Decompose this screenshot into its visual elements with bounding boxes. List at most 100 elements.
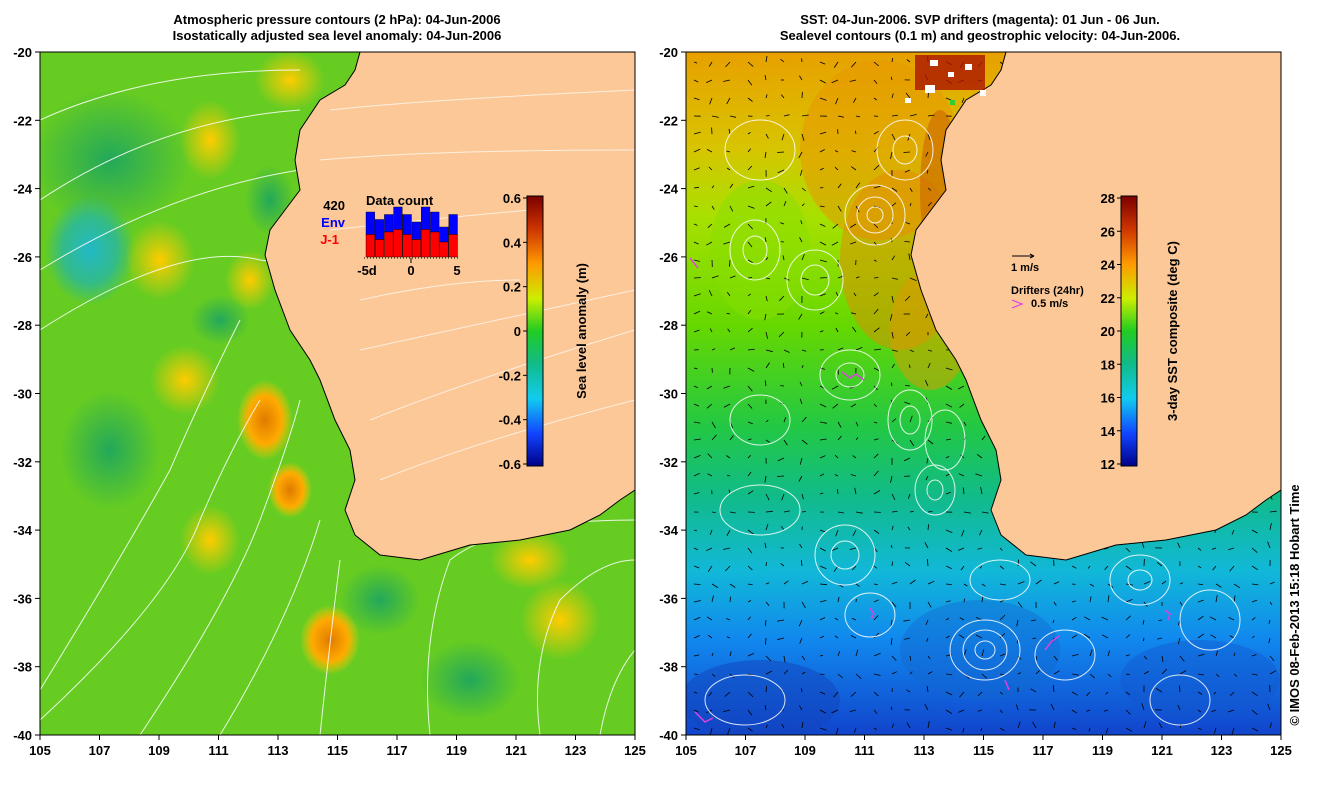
velocity-arrow [694, 674, 698, 675]
inset-env-bar [403, 215, 412, 235]
inset-env-label: Env [321, 215, 346, 230]
velocity-arrow [777, 476, 784, 477]
velocity-arrow [730, 260, 731, 267]
credit-text: © IMOS 08-Feb-2013 15:18 Hobart Time [1287, 484, 1302, 725]
x-tick-label: 117 [1033, 743, 1054, 758]
y-tick-label: -28 [659, 318, 678, 333]
x-tick-label: 113 [268, 743, 289, 758]
x-tick-label: 109 [794, 743, 816, 758]
colorbar-tick-label: -0.6 [499, 457, 521, 472]
y-tick-label: -24 [13, 182, 33, 197]
y-tick-label: -36 [659, 591, 678, 606]
y-tick-label: -40 [659, 728, 678, 743]
colorbar-tick-label: 0.2 [503, 280, 521, 295]
velocity-arrow [904, 152, 911, 153]
x-tick-label: 111 [208, 743, 228, 758]
y-tick-label: -30 [13, 387, 32, 402]
drifters-legend-title: Drifters (24hr) [1011, 285, 1084, 297]
x-tick-label: 115 [327, 743, 348, 758]
right-colorbar-label: 3-day SST composite (deg C) [1165, 241, 1180, 421]
velocity-scale-label: 1 m/s [1011, 262, 1039, 274]
y-tick-label: -38 [13, 660, 32, 675]
y-tick-label: -40 [13, 728, 32, 743]
inset-j1-bar [412, 240, 421, 258]
inset-xtick-left: -5d [357, 263, 377, 278]
drifters-scale-label: 0.5 m/s [1031, 298, 1068, 310]
velocity-arrow [838, 489, 839, 494]
inset-env-bar [366, 212, 375, 235]
velocity-arrow [1180, 686, 1181, 692]
colorbar-tick-label: -0.2 [499, 368, 521, 383]
colorbar-tick-label: 14 [1101, 424, 1116, 439]
velocity-arrow [892, 562, 893, 567]
y-tick-label: -36 [13, 591, 32, 606]
velocity-arrow [910, 365, 911, 368]
inset-j1-bar [366, 235, 375, 258]
inset-env-bar [449, 215, 458, 235]
colorbar-tick-label: 0.4 [503, 235, 522, 250]
colorbar-tick-label: 24 [1101, 258, 1116, 273]
colorbar-tick-label: 16 [1101, 391, 1115, 406]
inset-j1-bar [394, 230, 403, 258]
inset-j1-bar [403, 235, 412, 258]
x-tick-label: 121 [1151, 743, 1173, 758]
inset-xtick-right: 5 [453, 263, 460, 278]
colorbar-tick-label: 12 [1101, 457, 1115, 472]
y-tick-label: -20 [659, 45, 678, 60]
x-tick-label: 107 [89, 743, 111, 758]
x-tick-label: 115 [973, 743, 994, 758]
velocity-arrow [766, 638, 767, 645]
colorbar-tick-label: 18 [1101, 357, 1115, 372]
x-tick-label: 123 [1211, 743, 1233, 758]
colorbar-tick-label: 26 [1101, 224, 1115, 239]
x-tick-label: 119 [1092, 743, 1113, 758]
y-tick-label: -26 [13, 250, 32, 265]
y-tick-label: -22 [13, 113, 32, 128]
inset-env-bar [440, 227, 449, 242]
x-tick-label: 119 [446, 743, 467, 758]
right-map-panel: SST: 04-Jun-2006. SVP drifters (magenta)… [659, 12, 1292, 758]
y-tick-label: -20 [13, 45, 32, 60]
inset-j1-bar [384, 232, 393, 257]
colorbar-tick-label: 0.6 [503, 191, 521, 206]
velocity-arrow [820, 188, 823, 189]
y-tick-label: -22 [659, 113, 678, 128]
right-title-line2: Sealevel contours (0.1 m) and geostrophi… [780, 28, 1180, 43]
inset-env-bar [430, 212, 439, 232]
inset-xtick-mid: 0 [407, 263, 414, 278]
inset-j1-bar [421, 230, 430, 258]
colorbar-tick-label: 28 [1101, 191, 1115, 206]
y-tick-label: -28 [13, 318, 32, 333]
y-tick-label: -34 [13, 523, 33, 538]
inset-env-bar [412, 222, 421, 240]
x-tick-label: 113 [914, 743, 935, 758]
right-colorbar-ramp [1121, 196, 1137, 466]
x-tick-label: 107 [735, 743, 757, 758]
colorbar-tick-label: 22 [1101, 291, 1115, 306]
inset-env-bar [384, 215, 393, 233]
y-tick-label: -30 [659, 387, 678, 402]
inset-env-bar [375, 220, 384, 240]
x-tick-label: 105 [29, 743, 51, 758]
inset-j1-bar [430, 232, 439, 257]
x-tick-label: 121 [505, 743, 527, 758]
velocity-arrow [874, 278, 878, 279]
right-y-axis: -20-22-24-26-28-30-32-34-36-38-40 [659, 45, 686, 743]
inset-env-bar [394, 207, 403, 230]
colorbar-tick-label: 0 [514, 324, 521, 339]
right-title-line1: SST: 04-Jun-2006. SVP drifters (magenta)… [800, 12, 1160, 27]
y-tick-label: -26 [659, 250, 678, 265]
x-tick-label: 117 [387, 743, 408, 758]
velocity-arrow [766, 116, 770, 117]
x-tick-label: 123 [565, 743, 587, 758]
left-title-line2: Isostatically adjusted sea level anomaly… [173, 28, 502, 43]
left-colorbar-ramp [527, 196, 543, 466]
inset-title: Data count [366, 193, 434, 208]
left-map-panel: Atmospheric pressure contours (2 hPa): 0… [13, 12, 646, 758]
x-tick-label: 111 [854, 743, 874, 758]
y-tick-label: -32 [13, 455, 32, 470]
inset-env-bar [421, 207, 430, 230]
